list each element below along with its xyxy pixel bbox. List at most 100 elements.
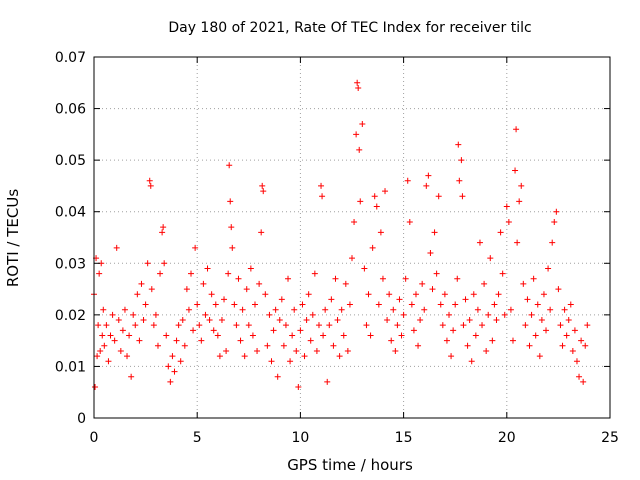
data-point — [293, 347, 300, 354]
data-point — [359, 121, 366, 128]
data-point — [175, 322, 182, 329]
data-point — [266, 311, 273, 318]
data-point — [459, 193, 466, 200]
data-point — [299, 301, 306, 308]
data-point — [538, 317, 545, 324]
data-point — [210, 327, 217, 334]
data-point — [260, 188, 267, 195]
data-point — [190, 327, 197, 334]
data-point — [165, 363, 172, 370]
data-point — [280, 342, 287, 349]
data-point — [289, 332, 296, 339]
data-point — [540, 291, 547, 298]
data-point — [142, 301, 149, 308]
data-point — [96, 270, 103, 277]
data-point — [115, 317, 122, 324]
data-point — [206, 317, 213, 324]
data-point — [185, 306, 192, 313]
data-point — [518, 182, 525, 189]
data-point — [101, 342, 108, 349]
data-point — [259, 182, 266, 189]
data-point — [349, 255, 355, 262]
data-point — [163, 332, 170, 339]
y-tick-label: 0.02 — [55, 308, 86, 324]
data-point — [559, 342, 566, 349]
data-point — [146, 177, 153, 184]
data-point — [394, 322, 401, 329]
data-point — [264, 342, 271, 349]
data-point — [578, 337, 585, 344]
x-tick-label: 5 — [193, 430, 202, 446]
data-point — [159, 229, 166, 236]
data-point — [192, 244, 199, 251]
data-point — [285, 275, 292, 282]
x-tick-label: 0 — [90, 430, 99, 446]
data-point — [216, 353, 223, 360]
data-point — [543, 327, 550, 334]
data-point — [361, 265, 368, 272]
data-point — [136, 337, 143, 344]
data-point — [272, 306, 279, 313]
data-point — [223, 347, 230, 354]
data-point — [167, 378, 174, 385]
data-point — [229, 244, 236, 251]
data-point — [582, 342, 589, 349]
data-point — [580, 378, 587, 385]
data-point — [462, 296, 469, 303]
data-point — [319, 193, 326, 200]
data-point — [274, 373, 281, 380]
data-point — [410, 327, 417, 334]
data-point — [555, 286, 562, 293]
data-point — [497, 229, 504, 236]
data-point — [388, 337, 395, 344]
data-point — [297, 327, 304, 334]
data-point — [212, 301, 219, 308]
data-point — [454, 275, 461, 282]
data-point — [313, 347, 320, 354]
data-point — [371, 193, 378, 200]
data-point — [563, 332, 570, 339]
data-point — [396, 296, 403, 303]
y-tick-label: 0.01 — [55, 359, 86, 375]
data-point — [450, 327, 457, 334]
data-point — [353, 131, 360, 138]
data-point — [344, 347, 351, 354]
data-point — [354, 79, 361, 86]
data-point — [437, 301, 444, 308]
data-point — [262, 291, 269, 298]
data-point — [547, 306, 554, 313]
data-point — [514, 239, 521, 246]
data-point — [367, 332, 374, 339]
y-tick-label: 0 — [77, 411, 86, 427]
data-point — [256, 280, 263, 287]
data-point — [340, 332, 347, 339]
data-point — [522, 322, 529, 329]
data-point — [291, 306, 298, 313]
data-point — [565, 317, 572, 324]
x-tick-label: 10 — [291, 430, 309, 446]
x-tick-label: 20 — [498, 430, 516, 446]
data-point — [489, 337, 496, 344]
data-point — [561, 306, 568, 313]
x-axis-label: GPS time / hours — [287, 456, 413, 474]
data-point — [132, 322, 139, 329]
data-point — [227, 198, 234, 205]
data-point — [124, 353, 131, 360]
data-point — [549, 239, 556, 246]
data-point — [134, 291, 141, 298]
data-point — [315, 322, 322, 329]
data-point — [239, 306, 246, 313]
data-point — [536, 353, 543, 360]
data-point — [221, 296, 228, 303]
data-point — [351, 219, 358, 226]
data-point — [398, 332, 405, 339]
data-point — [404, 177, 411, 184]
data-point — [448, 353, 455, 360]
data-point — [483, 347, 490, 354]
data-point — [466, 317, 473, 324]
data-point — [95, 322, 102, 329]
data-point — [173, 337, 180, 344]
data-point — [258, 229, 265, 236]
data-point — [429, 286, 436, 293]
